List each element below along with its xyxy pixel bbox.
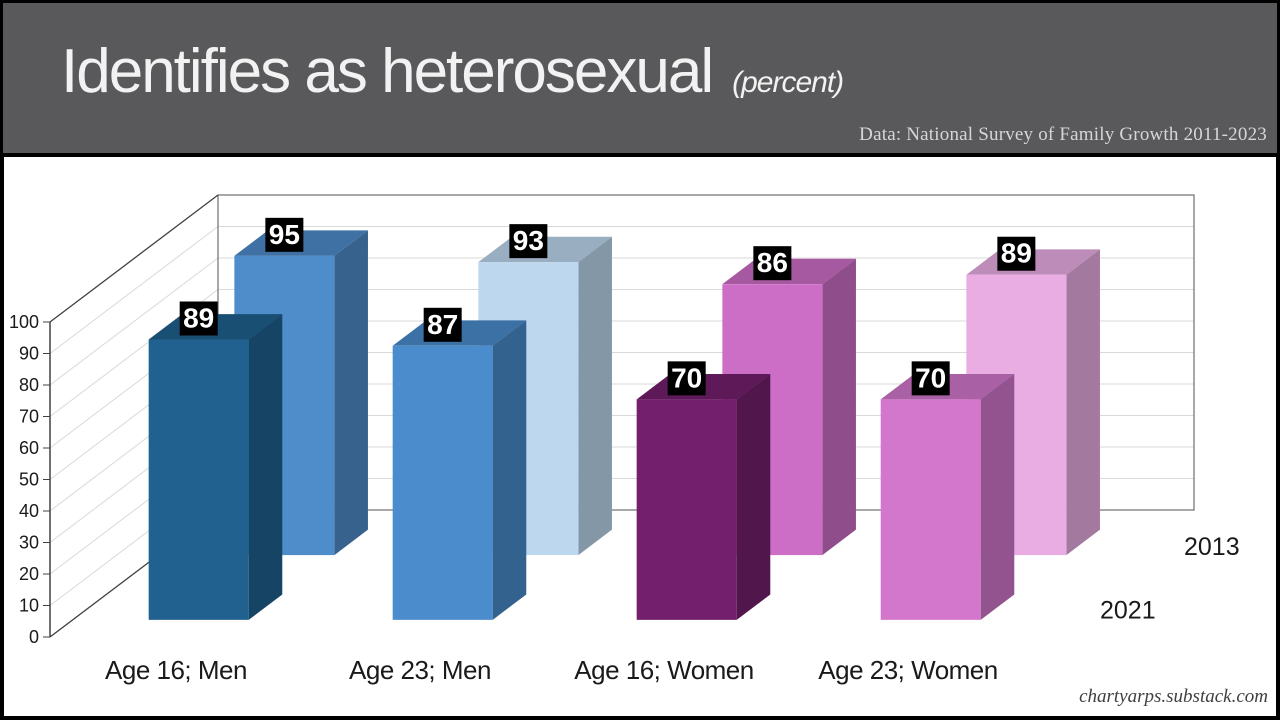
data-source-note: Data: National Survey of Family Growth 2… <box>859 124 1267 145</box>
chart-title: Identifies as heterosexual <box>61 37 714 106</box>
title-row: Identifies as heterosexual (percent) <box>61 37 844 106</box>
chart-plot-background <box>4 157 1276 716</box>
attribution-url: chartyarps.substack.com <box>1079 686 1268 707</box>
chart-title-unit: (percent) <box>732 66 844 99</box>
slide-header: Identifies as heterosexual (percent) Dat… <box>3 3 1277 153</box>
